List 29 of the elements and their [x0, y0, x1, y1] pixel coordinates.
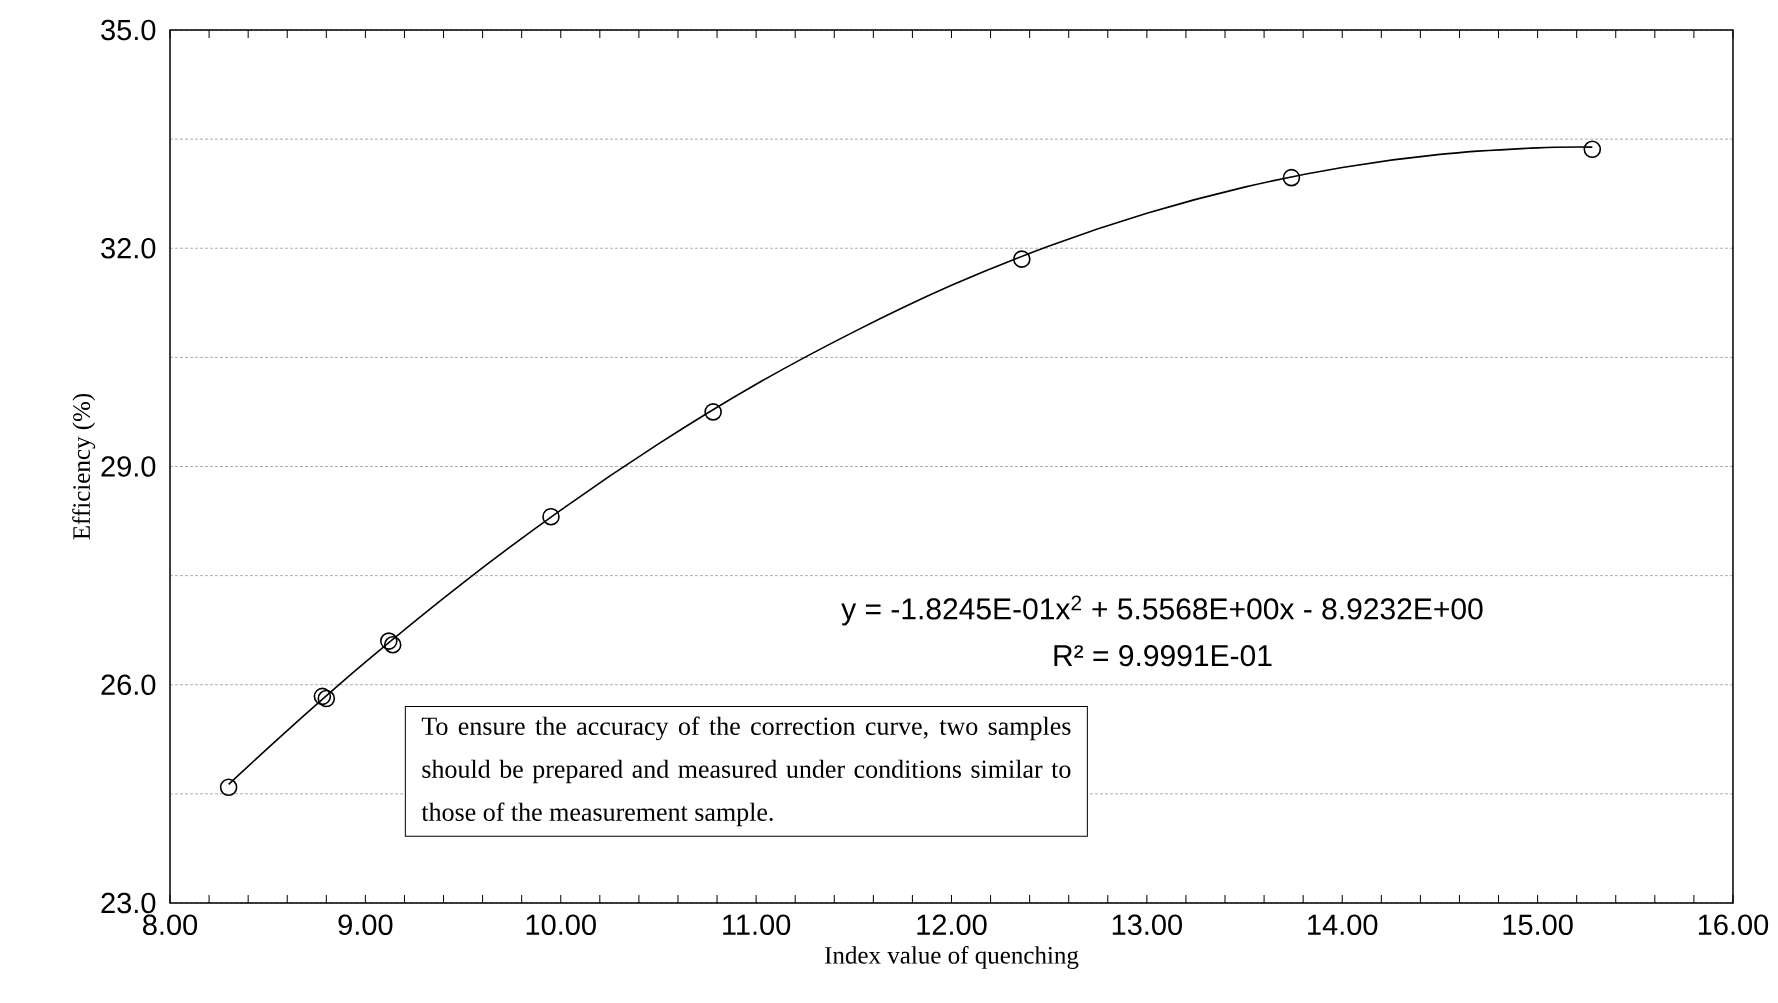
- point: [1282, 168, 1301, 187]
- annotation: R² = 9.9991E-01: [1054, 645, 1272, 667]
- point: [219, 778, 238, 797]
- y-tick-label: 35.0: [101, 19, 156, 41]
- x-tick-label: 12.00: [917, 914, 987, 936]
- annotation: To ensure the accuracy of the correction curve, two samples should be prepared and measured under conditions similar to those of the measurement sample.: [421, 716, 1071, 827]
- point: [1013, 250, 1031, 268]
- point: [317, 689, 336, 708]
- point: [383, 635, 402, 654]
- y-tick-label: 29.0: [101, 456, 156, 477]
- x-tick-label: 15.00: [1503, 914, 1573, 936]
- y-tick-label: 32.0: [101, 237, 156, 259]
- x-tick-label: 10.00: [526, 914, 596, 936]
- point: [313, 687, 332, 706]
- point: [380, 632, 398, 650]
- y-axis-title: Efficiency (%): [72, 393, 96, 540]
- annotation: y = -1.8245E-01x$^{2}$ + 5.5568E+00x - 8.9232E+00: [841, 595, 1483, 626]
- point: [1583, 140, 1602, 159]
- x-tick-label: 8.00: [143, 914, 198, 936]
- x-tick-label: 13.00: [1112, 914, 1182, 936]
- point: [704, 403, 722, 421]
- x-tick-label: 11.00: [723, 914, 791, 936]
- y-tick-label: 23.0: [101, 892, 156, 914]
- x-tick-label: 16.00: [1698, 914, 1769, 936]
- y-tick-label: 26.0: [101, 674, 156, 695]
- x-tick-label: 14.00: [1308, 914, 1378, 936]
- x-tick-label: 9.00: [338, 914, 393, 936]
- x-axis-title: Index value of quenching: [825, 945, 1079, 969]
- point: [542, 507, 560, 526]
